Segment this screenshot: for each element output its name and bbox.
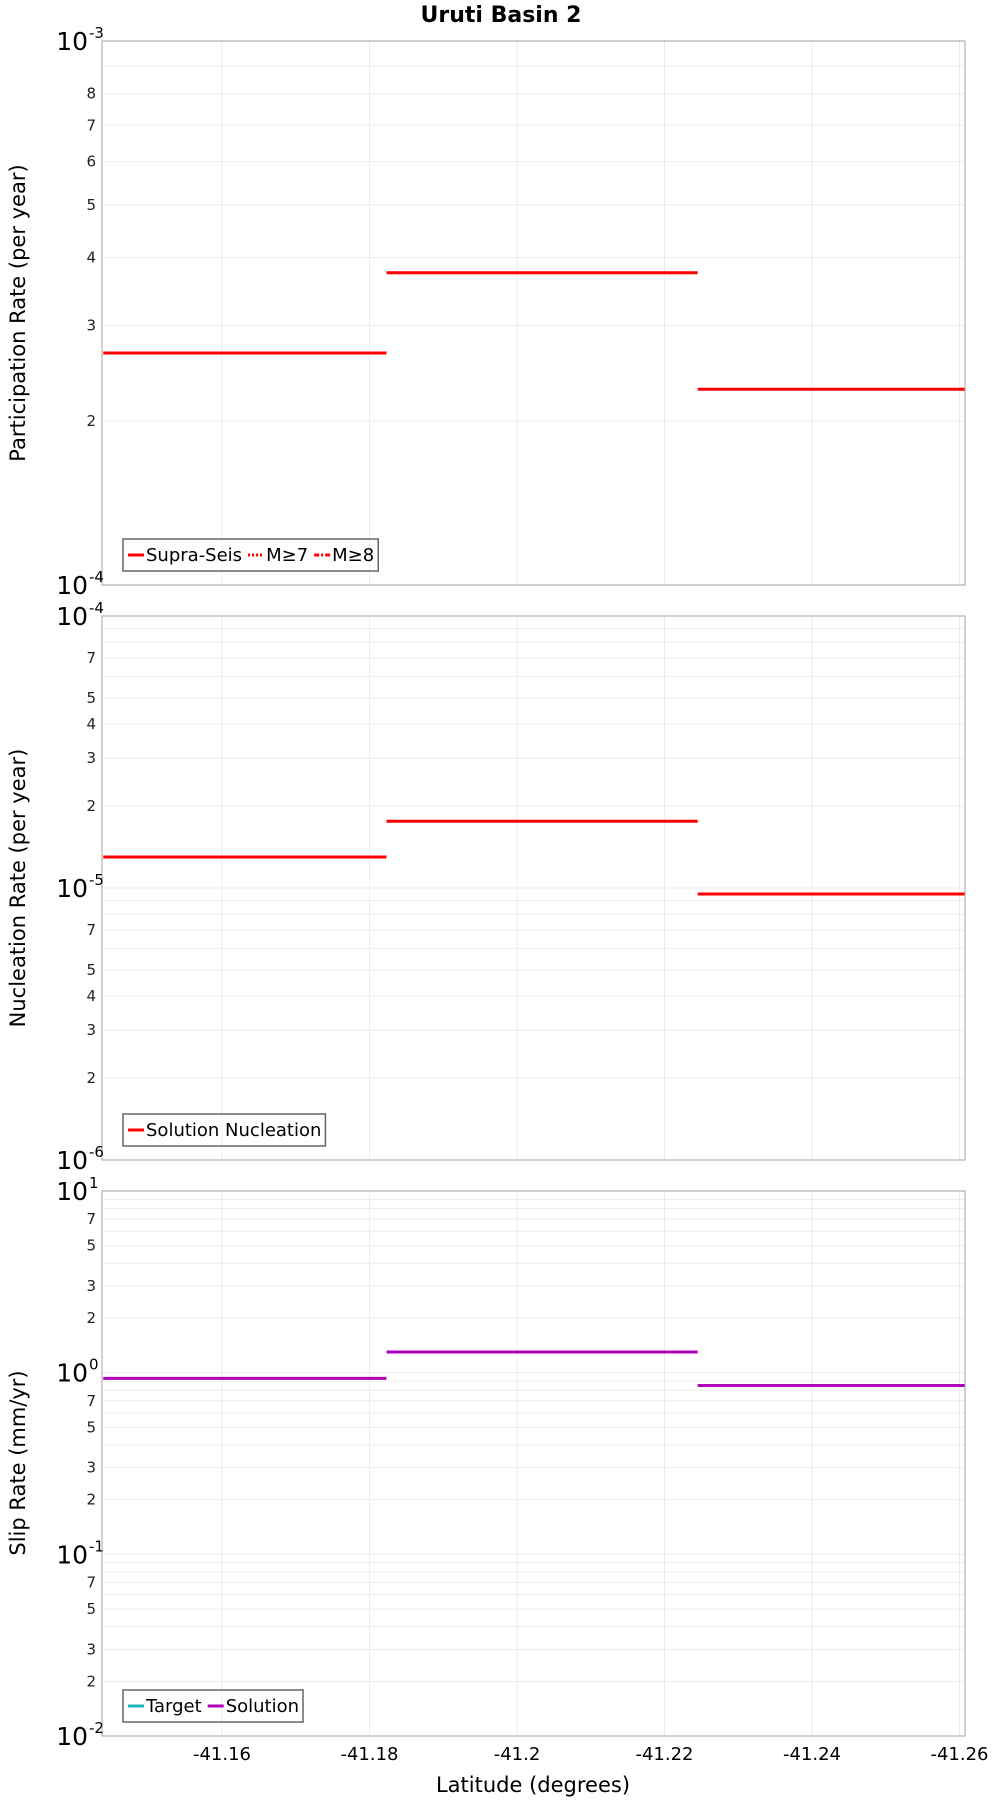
x-axis-title: Latitude (degrees) [436, 1773, 630, 1797]
gridlines [102, 1191, 965, 1736]
svg-text:3: 3 [86, 749, 96, 767]
svg-text:10: 10 [56, 1722, 88, 1751]
svg-text:5: 5 [86, 1237, 96, 1255]
svg-text:-1: -1 [89, 1537, 104, 1555]
svg-text:7: 7 [86, 1392, 96, 1410]
svg-text:10: 10 [56, 1540, 88, 1569]
svg-text:3: 3 [86, 316, 96, 334]
svg-text:3: 3 [86, 1459, 96, 1477]
svg-text:4: 4 [86, 987, 96, 1005]
legend-label: Target [145, 1696, 202, 1717]
legend-label: M≥7 [266, 545, 308, 566]
legend: Supra-Seis M≥7 M≥8 [122, 538, 379, 572]
svg-text:2: 2 [86, 797, 96, 815]
plot-frame [101, 615, 966, 1161]
y-axis-title: Nucleation Rate (per year) [6, 749, 30, 1028]
legend: Solution Nucleation [122, 1113, 327, 1147]
nucleation-rate-panel: Nucleation Rate (per year) 234572345710-… [6, 599, 966, 1175]
svg-text:2: 2 [86, 412, 96, 430]
svg-text:7: 7 [86, 921, 96, 939]
participation-rate-panel: Participation Rate (per year) 234567810-… [6, 24, 966, 600]
svg-text:7: 7 [86, 1210, 96, 1228]
legend: Target Solution [122, 1689, 304, 1723]
svg-text:-5: -5 [89, 871, 104, 889]
svg-text:4: 4 [86, 715, 96, 733]
gridlines [102, 616, 965, 1160]
data-series [103, 1350, 965, 1387]
legend-label: Supra-Seis [146, 545, 242, 566]
x-tick-label: -41.16 [193, 1744, 251, 1765]
svg-text:8: 8 [86, 85, 96, 103]
x-tick-label: -41.22 [635, 1744, 693, 1765]
svg-text:1: 1 [89, 1174, 99, 1192]
data-series [103, 819, 965, 896]
svg-text:-3: -3 [89, 24, 104, 42]
svg-text:10: 10 [56, 571, 88, 600]
svg-text:4: 4 [86, 248, 96, 266]
plot-frame [101, 40, 966, 586]
gridlines [102, 41, 965, 585]
svg-text:10: 10 [56, 874, 88, 903]
svg-text:5: 5 [86, 1418, 96, 1436]
x-tick-label: -41.18 [340, 1744, 398, 1765]
x-tick-label: -41.24 [783, 1744, 841, 1765]
svg-text:0: 0 [89, 1356, 99, 1374]
svg-text:-2: -2 [89, 1719, 104, 1737]
svg-text:5: 5 [86, 961, 96, 979]
svg-text:2: 2 [86, 1672, 96, 1690]
legend-label: Solution Nucleation [146, 1120, 321, 1141]
svg-text:6: 6 [86, 153, 96, 171]
svg-text:5: 5 [86, 196, 96, 214]
svg-text:3: 3 [86, 1277, 96, 1295]
svg-text:2: 2 [86, 1069, 96, 1087]
data-series [103, 271, 965, 391]
chart-title: Uruti Basin 2 [421, 3, 582, 28]
svg-text:3: 3 [86, 1021, 96, 1039]
x-tick-label: -41.2 [494, 1744, 541, 1765]
y-axis-title: Slip Rate (mm/yr) [6, 1370, 30, 1555]
svg-text:7: 7 [86, 1573, 96, 1591]
svg-text:10: 10 [56, 1146, 88, 1175]
svg-text:10: 10 [56, 1359, 88, 1388]
legend-label: Solution [226, 1696, 299, 1717]
x-axis-ticks: -41.16 -41.18 -41.2 -41.22 -41.24 -41.26 [193, 1744, 989, 1765]
plot-frame [101, 1190, 966, 1737]
svg-text:10: 10 [56, 27, 88, 56]
svg-text:-4: -4 [89, 568, 104, 586]
svg-text:-6: -6 [89, 1143, 104, 1161]
svg-text:2: 2 [86, 1491, 96, 1509]
svg-text:7: 7 [86, 116, 96, 134]
x-tick-label: -41.26 [930, 1744, 988, 1765]
svg-text:5: 5 [86, 689, 96, 707]
svg-text:10: 10 [56, 602, 88, 631]
svg-text:5: 5 [86, 1600, 96, 1618]
svg-text:2: 2 [86, 1309, 96, 1327]
svg-text:-4: -4 [89, 599, 104, 617]
svg-text:7: 7 [86, 649, 96, 667]
svg-text:10: 10 [56, 1177, 88, 1206]
svg-text:3: 3 [86, 1640, 96, 1658]
y-axis-title: Participation Rate (per year) [6, 164, 30, 461]
legend-label: M≥8 [332, 545, 374, 566]
